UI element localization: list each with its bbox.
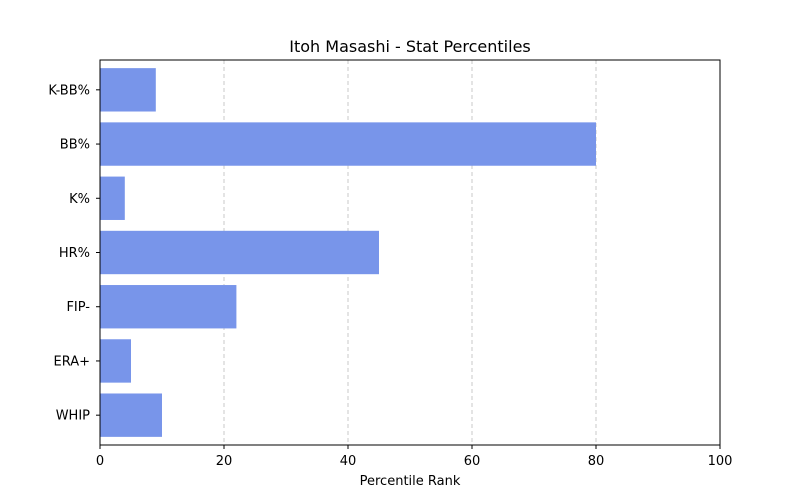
x-tick-label: 100 xyxy=(708,454,733,469)
y-tick-label: HR% xyxy=(59,246,90,261)
y-tick-label: BB% xyxy=(60,138,90,153)
x-tick-label: 40 xyxy=(340,454,357,469)
x-tick-label: 20 xyxy=(216,454,233,469)
bar-hr- xyxy=(100,230,379,275)
x-tick-label: 80 xyxy=(588,454,605,469)
bars xyxy=(100,68,596,437)
x-axis-label: Percentile Rank xyxy=(360,474,461,489)
y-tick-label: K-BB% xyxy=(48,83,90,98)
bar-bb- xyxy=(100,122,596,166)
y-tick-label: FIP- xyxy=(66,300,90,315)
bar-whip xyxy=(100,393,162,437)
x-axis-ticks: 0 20 40 60 80 100 xyxy=(96,445,733,469)
bar-k- xyxy=(100,176,125,220)
bar-era- xyxy=(100,339,131,383)
y-tick-label: WHIP xyxy=(56,409,90,424)
bar-fip- xyxy=(100,285,237,329)
y-tick-label: K% xyxy=(69,192,90,207)
chart-title: Itoh Masashi - Stat Percentiles xyxy=(289,37,531,56)
y-axis-ticks: K-BB% BB% K% HR% FIP- ERA+ WHIP xyxy=(48,83,100,424)
y-tick-label: ERA+ xyxy=(53,354,90,369)
x-tick-label: 60 xyxy=(464,454,481,469)
bar-k-bb- xyxy=(100,68,156,112)
x-tick-label: 0 xyxy=(96,454,104,469)
